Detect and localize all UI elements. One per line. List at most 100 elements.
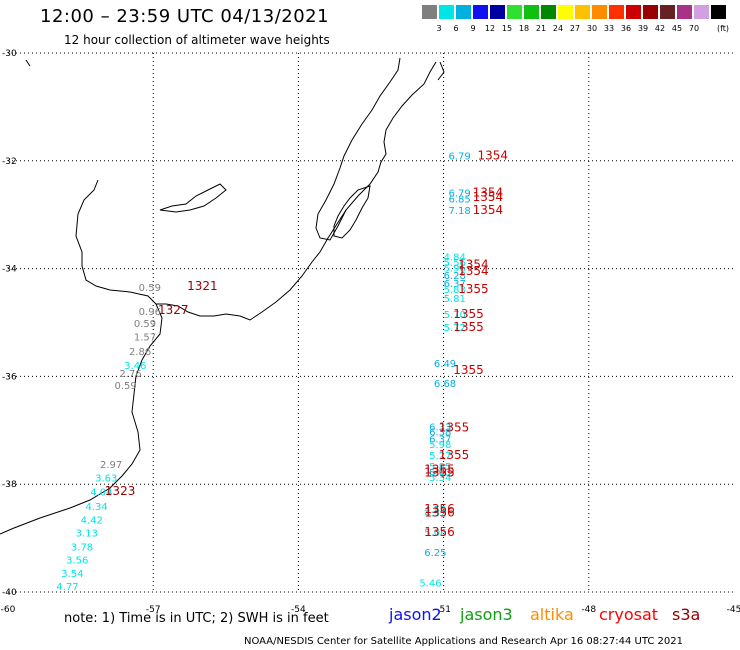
observation-time: 1355 xyxy=(424,462,455,476)
observation-time: 1323 xyxy=(105,484,136,498)
wave-height-value: 4.59 xyxy=(424,505,446,516)
lat-tick-label: -32 xyxy=(2,157,17,167)
coastline-inland xyxy=(159,183,227,213)
color-scale-swatch xyxy=(456,5,471,19)
color-scale-label: 21 xyxy=(535,24,547,33)
observation-time: 1356 xyxy=(424,506,455,520)
observation-time: 1355 xyxy=(439,448,470,462)
color-scale-label: 27 xyxy=(569,24,581,33)
color-scale-swatch xyxy=(609,5,624,19)
observation-time: 1356 xyxy=(424,525,455,539)
lon-tick-label: -48 xyxy=(581,605,596,615)
color-scale-label: 33 xyxy=(603,24,615,33)
coastline-argentina xyxy=(0,179,163,535)
wave-height-value: 0.59 xyxy=(114,381,136,392)
lon-tick-label: -60 xyxy=(1,605,16,615)
color-scale-swatch xyxy=(575,5,590,19)
color-scale-swatch xyxy=(643,5,658,19)
mission-altika: altika xyxy=(530,605,574,624)
wave-height-value: 5.56 xyxy=(444,258,466,269)
wave-height-observations: 0.590.960.591.572.863.462.760.592.973.63… xyxy=(56,152,470,593)
footer-note: note: 1) Time is in UTC; 2) SWH is in fe… xyxy=(64,611,329,626)
wave-height-value: 4.52 xyxy=(424,509,446,520)
map-title: 12:00 – 23:59 UTC 04/13/2021 xyxy=(40,6,330,27)
wave-height-value: 4.77 xyxy=(56,582,78,593)
map-subtitle: 12 hour collection of altimeter wave hei… xyxy=(64,33,330,47)
wave-height-value: 2.97 xyxy=(100,460,122,471)
observation-time: 1355 xyxy=(453,320,484,334)
wave-height-value: 5.70 xyxy=(444,310,466,321)
wave-height-value: 0.59 xyxy=(134,319,156,330)
observation-time: 1354 xyxy=(477,149,508,163)
color-scale-swatch xyxy=(660,5,675,19)
wave-height-value: 6.33 xyxy=(429,422,451,433)
color-scale-swatch xyxy=(694,5,709,19)
wave-height-value: 6.49 xyxy=(434,359,456,370)
color-scale-label: 39 xyxy=(637,24,649,33)
map-frame xyxy=(8,53,734,592)
color-scale-swatch xyxy=(490,5,505,19)
wave-height-value: 1.57 xyxy=(134,332,156,343)
wave-height-value: 3.56 xyxy=(66,555,88,566)
color-scale-label: 24 xyxy=(552,24,564,33)
observation-time: 1354 xyxy=(458,264,489,278)
wave-height-value: 6.37 xyxy=(429,435,451,446)
wave-height-value: 5.85 xyxy=(429,462,451,473)
observation-time: 1354 xyxy=(473,185,504,199)
color-scale-label: 18 xyxy=(518,24,530,33)
color-scale-label: 9 xyxy=(470,24,476,33)
wave-height-value: 4.42 xyxy=(81,516,103,527)
color-scale-swatch xyxy=(677,5,692,19)
wave-height-value: 2.86 xyxy=(129,347,151,358)
mission-jason2: jason2 xyxy=(389,605,442,624)
wave-height-value: 3.13 xyxy=(76,528,98,539)
wave-height-value: 5.96 xyxy=(444,263,466,274)
wave-height-value: 6.85 xyxy=(448,194,470,205)
wave-height-value: 3.63 xyxy=(95,474,117,485)
wave-height-value: 4.84 xyxy=(444,253,466,264)
lat-tick-label: -36 xyxy=(2,372,17,382)
observation-time: 1355 xyxy=(453,363,484,377)
color-scale-swatch xyxy=(541,5,556,19)
wave-height-value: 5.06 xyxy=(424,528,446,539)
observation-time: 1321 xyxy=(187,279,218,293)
wave-height-value: 5.46 xyxy=(419,579,441,590)
color-scale-swatch xyxy=(711,5,726,19)
wave-height-value: 6.03 xyxy=(429,468,451,479)
coastline-north xyxy=(25,59,445,81)
lat-tick-label: -38 xyxy=(2,480,17,490)
wave-height-value: 4.34 xyxy=(85,502,107,513)
observation-time: 1355 xyxy=(453,307,484,321)
lon-tick-label: -57 xyxy=(146,605,161,615)
color-scale-label: 3 xyxy=(436,24,442,33)
lat-tick-label: -34 xyxy=(2,265,17,275)
observation-time: 1354 xyxy=(473,203,504,217)
wave-height-value: 5.81 xyxy=(444,294,466,305)
map-grid: -60 -57 -54 -51 -48 -45 -30 -32 -34 -36 -38 -40 xyxy=(1,49,740,615)
wave-height-value: 6.79 xyxy=(448,188,470,199)
color-scale-label: 12 xyxy=(484,24,496,33)
wave-height-value: 6.79 xyxy=(448,152,470,163)
footer-credit: NOAA/NESDIS Center for Satellite Applica… xyxy=(244,636,683,647)
wave-height-value: 3.54 xyxy=(61,569,83,580)
observation-time: 1354 xyxy=(458,258,489,272)
color-scale-label: 42 xyxy=(654,24,666,33)
wave-height-value: 6.68 xyxy=(434,379,456,390)
color-scale-label: 15 xyxy=(501,24,513,33)
mission-cryosat: cryosat xyxy=(599,605,659,624)
wave-height-value: 5.83 xyxy=(444,285,466,296)
wave-height-value: 6.37 xyxy=(444,279,466,290)
coastline-uruguay-brazil xyxy=(156,61,437,321)
coastline xyxy=(0,57,445,535)
observation-time: 1355 xyxy=(458,282,489,296)
color-scale-swatch xyxy=(473,5,488,19)
observation-time: 1355 xyxy=(424,466,455,480)
lon-tick-label: -45 xyxy=(727,605,740,615)
color-scale-swatch xyxy=(626,5,641,19)
wave-height-value: 6.25 xyxy=(424,548,446,559)
wave-height-value: 4.04 xyxy=(90,488,112,499)
color-scale-swatch xyxy=(592,5,607,19)
color-scale-swatch xyxy=(558,5,573,19)
color-scale-swatch xyxy=(524,5,539,19)
